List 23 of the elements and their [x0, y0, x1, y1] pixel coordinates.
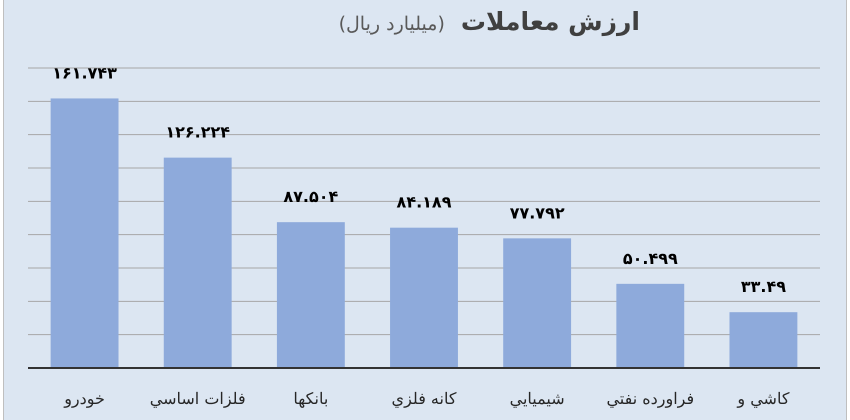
- data-label: ۳۳.۴۹: [740, 277, 786, 296]
- bar: [616, 284, 684, 368]
- x-tick-label: كاشي و: [736, 389, 790, 408]
- x-tick-label: خودرو: [63, 389, 105, 408]
- x-tick-label: كانه فلزي: [392, 389, 457, 408]
- chart-title: ارزش معاملات: [460, 7, 640, 37]
- x-tick-label: بانكها: [293, 389, 328, 408]
- x-tick-label: شيميايي: [510, 389, 565, 408]
- chart-subtitle: (میلیارد ریال): [338, 13, 445, 35]
- data-label: ۸۴.۱۸۹: [396, 192, 452, 212]
- bar: [729, 312, 798, 368]
- x-tick-label: فراورده نفتي: [606, 389, 694, 408]
- bar: [276, 222, 345, 368]
- x-tick-label: فلزات اساسي: [150, 389, 246, 408]
- bar: [164, 158, 232, 368]
- data-label: ۷۷.۷۹۲: [510, 203, 565, 222]
- data-label: ۱۲۶.۲۲۴: [165, 122, 230, 142]
- data-label: ۵۰.۴۹۹: [622, 248, 678, 268]
- bar: [503, 238, 572, 368]
- bar: [390, 228, 458, 368]
- data-label: ۱۶۱.۷۴۳: [52, 63, 118, 82]
- data-label: ۸۷.۵۰۴: [283, 187, 339, 206]
- bar: [50, 98, 119, 368]
